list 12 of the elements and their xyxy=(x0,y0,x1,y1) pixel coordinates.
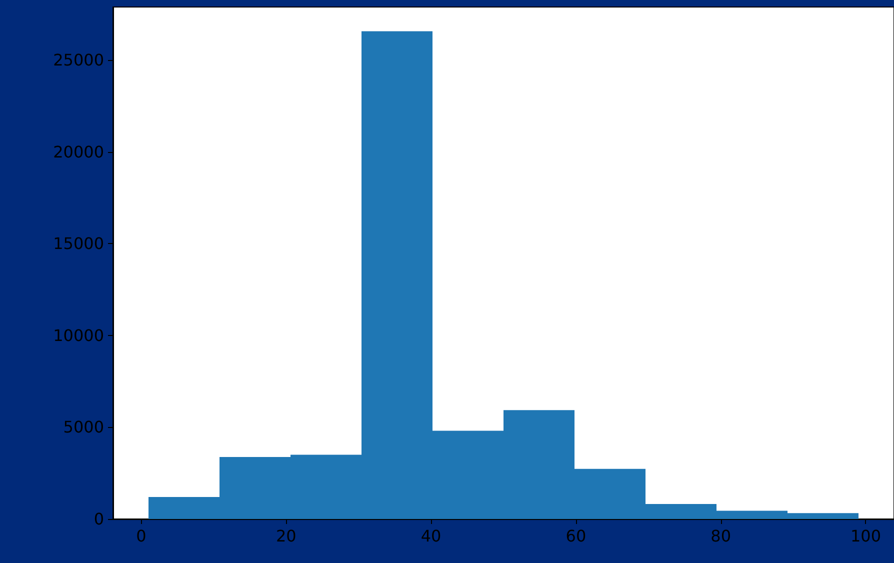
y-tick-label: 5000 xyxy=(63,418,104,437)
y-tick-label: 25000 xyxy=(53,50,104,70)
y-tick-label: 10000 xyxy=(53,326,104,345)
x-tick-label: 100 xyxy=(850,526,882,546)
x-tick-label: 40 xyxy=(420,526,442,546)
x-tick-label: 80 xyxy=(710,526,732,546)
x-tick-label: 20 xyxy=(276,526,296,546)
y-tick-label: 15000 xyxy=(53,234,104,254)
y-tick-label: 20000 xyxy=(53,142,104,162)
x-tick-label: 0 xyxy=(136,526,146,546)
y-tick-label: 0 xyxy=(94,510,104,528)
x-tick-label: 60 xyxy=(566,526,586,546)
